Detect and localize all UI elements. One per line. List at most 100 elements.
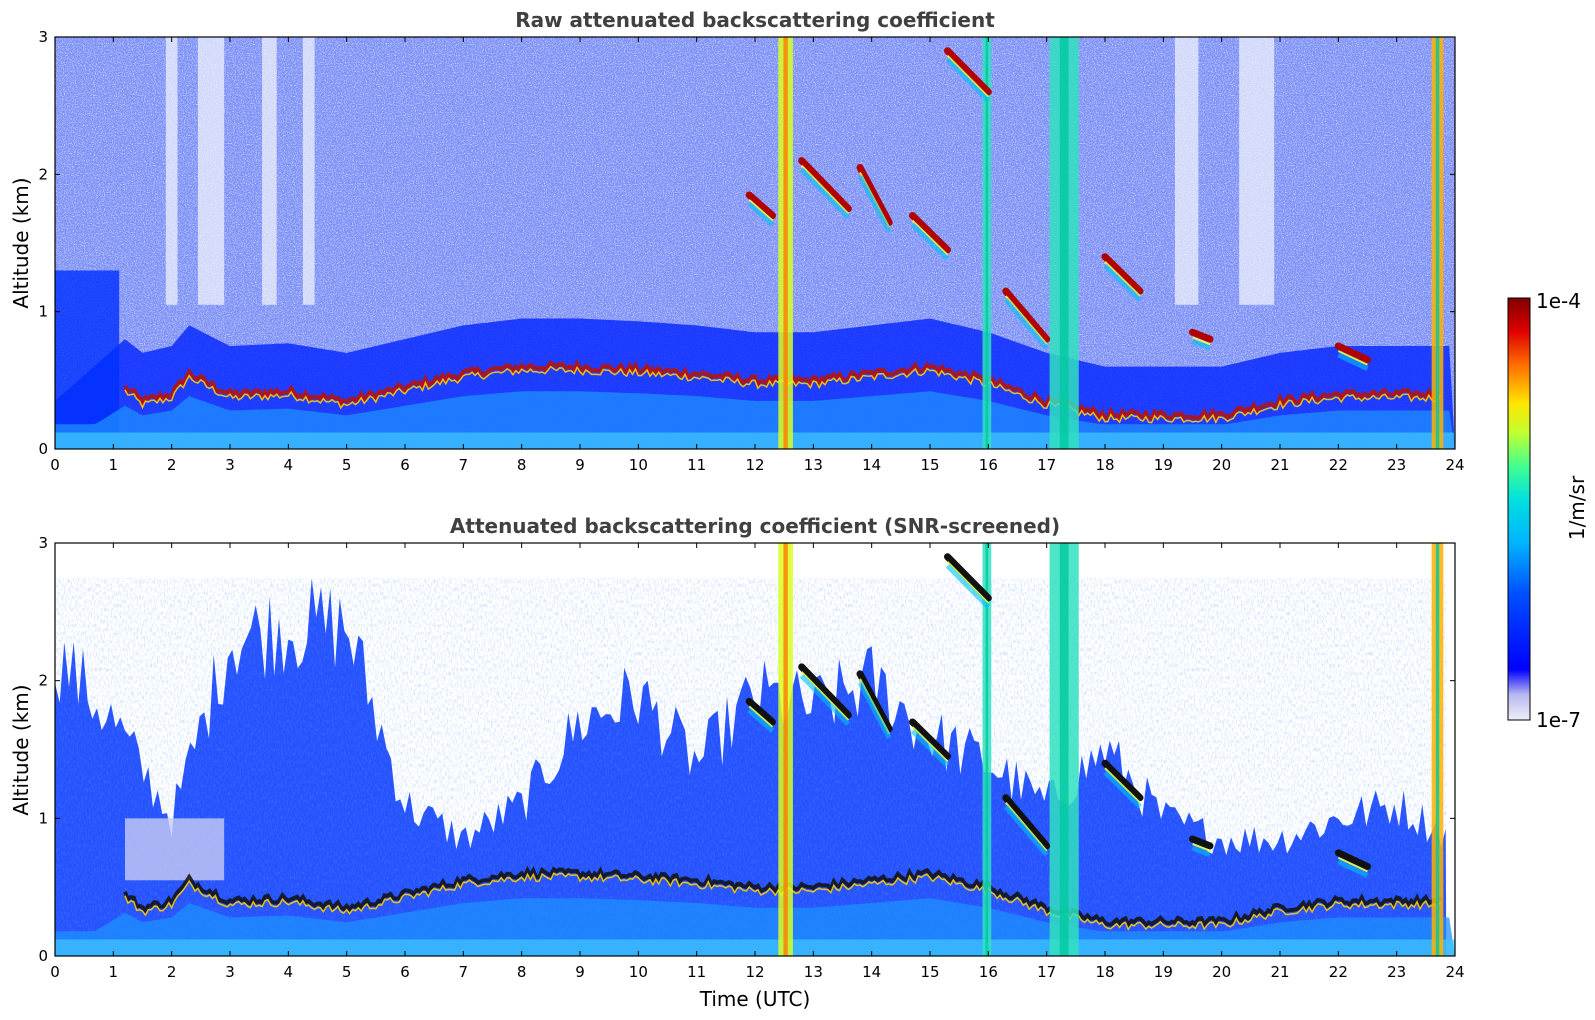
x-tick-label: 22 bbox=[1329, 456, 1348, 474]
cloud-segment-edge bbox=[1337, 350, 1368, 366]
cloud-segment-edge bbox=[911, 726, 949, 763]
cloud-segment-halo bbox=[910, 729, 950, 768]
cloud-segment bbox=[798, 663, 852, 719]
x-axis-ticks: 0 1 2 3 4 5 6 7 8 9 10 11 12 13 14 15 16 17 18 19 20 21 22 23 24 bbox=[50, 37, 1465, 474]
x-tick-label: 21 bbox=[1270, 963, 1289, 981]
x-tick-label: 11 bbox=[687, 456, 706, 474]
cloud-segment-halo bbox=[857, 681, 892, 740]
cloud-segment-edge bbox=[1192, 843, 1211, 852]
cloud-segment bbox=[745, 191, 776, 220]
cloud-segment bbox=[944, 47, 992, 96]
cloud-segment-halo bbox=[1191, 338, 1211, 351]
cloud-segment bbox=[856, 163, 893, 226]
cloud-segment bbox=[856, 670, 893, 733]
precipitation-core bbox=[1435, 543, 1440, 956]
panel-title-screened: Attenuated backscattering coefficient (S… bbox=[450, 514, 1060, 538]
x-tick-label: 17 bbox=[1037, 963, 1056, 981]
x-tick-label: 22 bbox=[1329, 963, 1348, 981]
cloud-segment-edge bbox=[911, 219, 949, 256]
x-tick-label: 10 bbox=[629, 456, 648, 474]
y-axis-ticks: 0 1 2 3 bbox=[38, 534, 1455, 965]
y-tick-label: 3 bbox=[38, 28, 48, 46]
cloud-segment-edge bbox=[1192, 336, 1211, 346]
cloud-segment-edge bbox=[748, 199, 774, 222]
x-tick-label: 20 bbox=[1212, 456, 1231, 474]
precipitation-core bbox=[1059, 543, 1069, 956]
colorbar-max-label: 1e-4 bbox=[1536, 289, 1581, 313]
cloud-segment-edge bbox=[1104, 767, 1141, 804]
cloud-segment bbox=[1101, 253, 1144, 295]
y-tick-label: 2 bbox=[38, 672, 48, 690]
x-tick-label: 6 bbox=[400, 963, 410, 981]
x-tick-label: 9 bbox=[575, 456, 585, 474]
cloud-segment-halo bbox=[910, 222, 950, 261]
x-tick-label: 0 bbox=[50, 456, 60, 474]
y-tick-label: 2 bbox=[38, 165, 48, 183]
x-tick-label: 9 bbox=[575, 963, 585, 981]
x-tick-label: 3 bbox=[225, 963, 235, 981]
x-tick-label: 19 bbox=[1154, 456, 1173, 474]
cloud-segment bbox=[1334, 342, 1371, 364]
cloud-segment-edge bbox=[1005, 295, 1048, 345]
x-tick-label: 16 bbox=[979, 963, 998, 981]
clear-column bbox=[1239, 37, 1275, 305]
x-tick-label: 2 bbox=[167, 456, 177, 474]
x-tick-label: 15 bbox=[920, 963, 939, 981]
x-tick-label: 7 bbox=[459, 963, 469, 981]
x-tick-label: 7 bbox=[459, 456, 469, 474]
x-tick-label: 19 bbox=[1154, 963, 1173, 981]
cloud-segment-halo bbox=[1337, 859, 1369, 878]
x-tick-label: 6 bbox=[400, 456, 410, 474]
x-tick-label: 20 bbox=[1212, 963, 1231, 981]
precipitation-core bbox=[985, 543, 989, 956]
clear-column bbox=[1175, 37, 1199, 305]
cloud-segment-edge bbox=[946, 55, 990, 98]
x-tick-label: 12 bbox=[745, 963, 764, 981]
cloud-segment bbox=[944, 553, 992, 602]
x-tick-label: 24 bbox=[1445, 456, 1464, 474]
cloud-segment bbox=[1002, 794, 1051, 850]
colorbar-min-label: 1e-7 bbox=[1536, 708, 1581, 732]
x-tick-label: 3 bbox=[225, 456, 235, 474]
x-tick-label: 4 bbox=[284, 963, 294, 981]
cloud-segment-halo bbox=[1003, 805, 1049, 857]
clear-column bbox=[165, 37, 178, 305]
x-tick-label: 23 bbox=[1387, 456, 1406, 474]
cloud-segment-halo bbox=[1337, 352, 1369, 371]
cloud-segment-halo bbox=[945, 564, 991, 609]
cloud-segment-edge bbox=[1104, 261, 1141, 297]
precipitation-core bbox=[985, 37, 989, 449]
cloud-segment bbox=[909, 212, 951, 254]
x-tick-label: 2 bbox=[167, 963, 177, 981]
cloud-segment-halo bbox=[945, 57, 991, 103]
y-axis-label: Altitude (km) bbox=[9, 177, 33, 308]
x-tick-label: 21 bbox=[1270, 456, 1289, 474]
x-tick-label: 8 bbox=[517, 456, 527, 474]
cloud-segment-edge bbox=[1005, 802, 1048, 852]
colorbar-units-label: 1/m/sr bbox=[1565, 475, 1589, 540]
clear-column bbox=[302, 37, 315, 305]
x-tick-label: 18 bbox=[1095, 963, 1114, 981]
y-axis-label: Altitude (km) bbox=[9, 684, 33, 815]
cloud-segment-halo bbox=[799, 167, 851, 220]
screened-texture bbox=[55, 578, 1447, 956]
x-tick-label: 15 bbox=[920, 456, 939, 474]
cloud-segment-halo bbox=[857, 175, 892, 233]
cloud-segment-edge bbox=[800, 164, 850, 215]
x-tick-label: 5 bbox=[342, 963, 352, 981]
x-tick-label: 24 bbox=[1445, 963, 1464, 981]
x-tick-label: 11 bbox=[687, 963, 706, 981]
cloud-segment-edge bbox=[748, 705, 774, 728]
cloud-segment-halo bbox=[1191, 845, 1211, 858]
colorbar: 1e-4 1e-7 1/m/sr bbox=[1507, 289, 1589, 732]
clear-column bbox=[197, 37, 225, 305]
clear-column bbox=[262, 37, 277, 305]
precipitation-core bbox=[783, 37, 788, 449]
x-tick-label: 14 bbox=[862, 456, 881, 474]
x-tick-label: 12 bbox=[745, 456, 764, 474]
heatmap-screened bbox=[55, 543, 1455, 956]
cloud-segment-edge bbox=[1337, 856, 1368, 873]
x-tick-label: 23 bbox=[1387, 963, 1406, 981]
x-axis-label: Time (UTC) bbox=[699, 987, 811, 1011]
cloud-segment bbox=[798, 157, 852, 213]
